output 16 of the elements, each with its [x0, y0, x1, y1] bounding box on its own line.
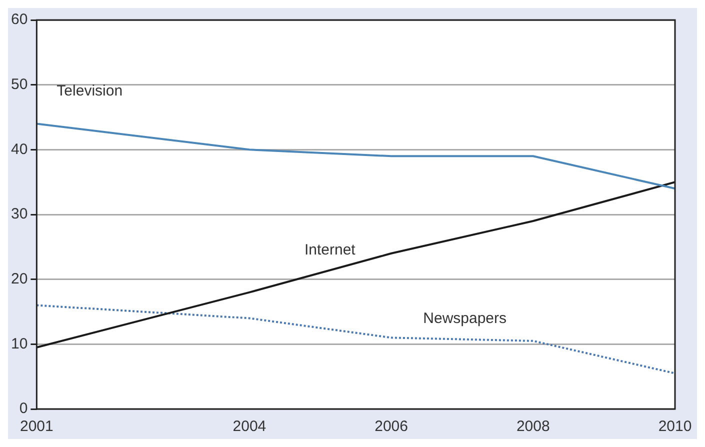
- x-tick-label: 2010: [658, 418, 692, 436]
- x-tick-label: 2008: [516, 418, 550, 436]
- y-tick-label: 10: [10, 335, 28, 352]
- x-tick-label: 2001: [20, 418, 54, 436]
- y-tick-label: 20: [10, 270, 28, 288]
- x-tick-label: 2004: [232, 418, 266, 436]
- y-tick-label: 50: [10, 76, 28, 93]
- y-tick-label: 60: [10, 11, 28, 28]
- y-tick-label: 0: [19, 400, 28, 418]
- y-tick-label: 30: [10, 206, 28, 223]
- series-label: Internet: [304, 241, 356, 258]
- x-tick-label: 2006: [374, 418, 408, 436]
- y-tick-label: 40: [10, 140, 28, 158]
- series-label: Newspapers: [423, 310, 507, 327]
- line-series: [36, 304, 675, 374]
- series-label: Television: [56, 82, 123, 100]
